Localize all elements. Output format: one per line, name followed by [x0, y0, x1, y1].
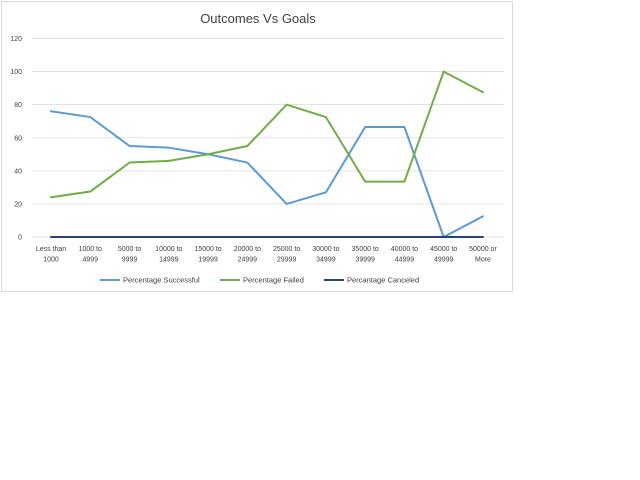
x-tick-label: 25000 to 29999: [273, 246, 300, 264]
x-axis-ticks: Less than 1000 1000 to 4999 5000 to 9999 10000…: [36, 246, 498, 264]
x-tick-label: Less than 1000: [36, 246, 66, 264]
y-axis-ticks: 0 20 40 60 80 100 120: [10, 36, 22, 242]
x-tick-label: 50000 or More: [469, 246, 497, 264]
x-tick-label: 45000 to 49999: [430, 246, 457, 264]
x-tick-label: 35000 to 39999: [352, 246, 379, 264]
series-line-1: [50, 110, 484, 238]
x-tick-label: 1000 to 4999: [79, 246, 102, 264]
y-tick-label: 0: [18, 235, 22, 242]
legend-label: Percantage Canceled: [347, 276, 419, 285]
legend: Percentage Successful Percentage Failed Pe…: [100, 276, 419, 285]
y-tick-label: 80: [14, 102, 22, 109]
x-tick-label: 10000 to 14999: [155, 246, 182, 264]
y-tick-label: 40: [14, 168, 22, 175]
x-tick-label: 40000 to 44999: [391, 246, 418, 264]
line-chart: Outcomes Vs Goals 0 20 40 60 80 100 120 Less t…: [10, 11, 504, 285]
legend-label: Percentage Failed: [243, 276, 304, 285]
y-tick-label: 60: [14, 135, 22, 142]
y-tick-label: 120: [10, 36, 22, 43]
series-lines: [50, 70, 484, 238]
x-tick-label: 30000 to 34999: [312, 246, 339, 264]
x-tick-label: 15000 to 19999: [194, 246, 221, 264]
legend-label: Percentage Successful: [123, 276, 200, 285]
y-tick-label: 100: [10, 69, 22, 76]
x-tick-label: 20000 to 24999: [234, 246, 261, 264]
gridlines: [32, 38, 504, 238]
series-line-2: [50, 70, 484, 199]
chart-container: Outcomes Vs Goals 0 20 40 60 80 100 120 Less t…: [1, 1, 513, 292]
chart-title: Outcomes Vs Goals: [200, 11, 316, 26]
y-tick-label: 20: [14, 201, 22, 208]
x-tick-label: 5000 to 9999: [118, 246, 141, 264]
